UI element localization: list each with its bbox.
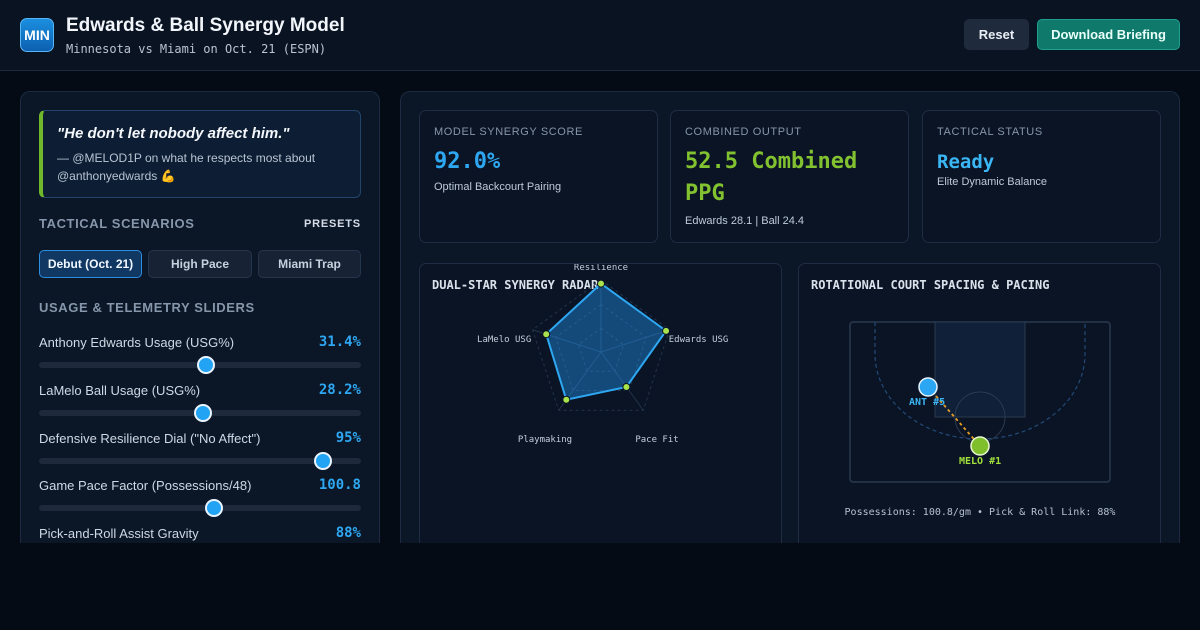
melo-player-marker[interactable] (970, 436, 990, 456)
control-panel: "He don't let nobody affect him." — @MEL… (20, 91, 380, 543)
scenario-debut-button[interactable]: Debut (Oct. 21) (39, 250, 142, 278)
slider-value: 88% (335, 525, 361, 541)
stat-label: MODEL SYNERGY SCORE (434, 126, 583, 138)
sliders-heading: USAGE & TELEMETRY SLIDERS (39, 300, 255, 315)
synergy-score-card: MODEL SYNERGY SCORE 92.0% Optimal Backco… (419, 110, 658, 243)
dashboard-panel: MODEL SYNERGY SCORE 92.0% Optimal Backco… (400, 91, 1180, 543)
reset-button[interactable]: Reset (964, 19, 1029, 50)
radar-axis-label: Playmaking (518, 435, 572, 445)
court-spacing-card: ROTATIONAL COURT SPACING & PACING ANT #5… (798, 263, 1161, 543)
slider-label: Defensive Resilience Dial ("No Affect") (39, 431, 261, 446)
slider-label: LaMelo Ball Usage (USG%) (39, 383, 201, 398)
slider-value: 100.8 (318, 477, 361, 493)
ant-player-label: ANT #5 (909, 397, 945, 408)
radar-axis-label: Resilience (574, 264, 628, 273)
slider-value: 28.2% (318, 382, 361, 398)
stat-subtext: Optimal Backcourt Pairing (434, 181, 562, 193)
scenario-miami-trap-button[interactable]: Miami Trap (258, 250, 361, 278)
combined-output-card: COMBINED OUTPUT 52.5 Combined PPG Edward… (670, 110, 909, 243)
tactical-status-value: Ready (937, 151, 995, 173)
synergy-score-value: 92.0% (434, 149, 501, 174)
quote-attribution: — @MELOD1P on what he respects most abou… (57, 151, 316, 183)
radar-point (622, 382, 631, 391)
radar-point (597, 279, 605, 288)
court-caption: Possessions: 100.8/gm • Pick & Roll Link… (844, 507, 1116, 518)
synergy-radar-card: DUAL-STAR SYNERGY RADAR Resilience Edward… (419, 263, 782, 543)
synergy-radar-chart: Resilience Edwards USG Pace Fit Playmaking L… (477, 264, 729, 445)
slider-thumb[interactable] (205, 499, 224, 517)
slider-track[interactable] (39, 356, 361, 374)
slider-label: Game Pace Factor (Possessions/48) (39, 478, 252, 493)
radar-point (662, 326, 671, 335)
app-header: MIN Edwards & Ball Synergy Model Minneso… (0, 0, 1200, 71)
radar-grid-ring (555, 303, 647, 391)
radar-axis-line (600, 329, 670, 353)
radar-axis-line (600, 351, 644, 411)
scenario-high-pace-button[interactable]: High Pace (148, 250, 252, 278)
melo-player-label: MELO #1 (959, 456, 1001, 467)
three-point-arc (874, 322, 1086, 440)
slider-track[interactable] (39, 499, 361, 517)
ant-player-marker[interactable] (918, 377, 938, 397)
radar-axis-label: LaMelo USG (477, 335, 531, 345)
quote-text: "He don't let nobody affect him." (57, 125, 290, 142)
slider-value: 95% (335, 430, 361, 446)
radar-series-area (545, 282, 668, 401)
stat-label: TACTICAL STATUS (937, 126, 1043, 138)
slider-track[interactable] (39, 452, 361, 470)
app-subtitle: Minnesota vs Miami on Oct. 21 (ESPN) (66, 42, 327, 56)
slider-thumb[interactable] (194, 404, 213, 422)
stat-label: COMBINED OUTPUT (685, 126, 802, 138)
radar-grid-ring (577, 327, 625, 372)
radar-point (562, 395, 571, 404)
radar-grid-ring (531, 279, 671, 411)
radar-axis-label: Edwards USG (669, 335, 729, 345)
stat-subtext: Edwards 28.1 | Ball 24.4 (685, 215, 805, 227)
slider-label: Anthony Edwards Usage (USG%) (39, 335, 235, 350)
slider-label: Pick-and-Roll Assist Gravity (39, 526, 199, 541)
radar-title: DUAL-STAR SYNERGY RADAR (432, 278, 599, 292)
pick-and-roll-link (927, 386, 981, 447)
combined-output-value: 52.5 Combined PPG (685, 149, 858, 206)
app-title: Edwards & Ball Synergy Model (66, 15, 345, 36)
team-logo: MIN (20, 18, 54, 52)
tactical-status-card: TACTICAL STATUS Ready Elite Dynamic Bala… (922, 110, 1161, 243)
court-diagram: ANT #5 MELO #1 (849, 321, 1111, 483)
court-title: ROTATIONAL COURT SPACING & PACING (811, 278, 1050, 292)
slider-thumb[interactable] (314, 452, 332, 470)
presets-label: PRESETS (304, 218, 361, 230)
slider-value: 31.4% (318, 334, 361, 350)
slider-thumb[interactable] (197, 356, 216, 374)
download-briefing-button[interactable]: Download Briefing (1037, 19, 1180, 50)
quote-card: "He don't let nobody affect him." — @MEL… (39, 110, 361, 198)
stat-subtext: Elite Dynamic Balance (937, 176, 1048, 188)
radar-axis-label: Pace Fit (635, 435, 678, 445)
slider-track[interactable] (39, 404, 361, 422)
scenarios-heading: TACTICAL SCENARIOS (39, 216, 195, 231)
court-paint (934, 321, 1026, 418)
radar-point (542, 330, 551, 339)
